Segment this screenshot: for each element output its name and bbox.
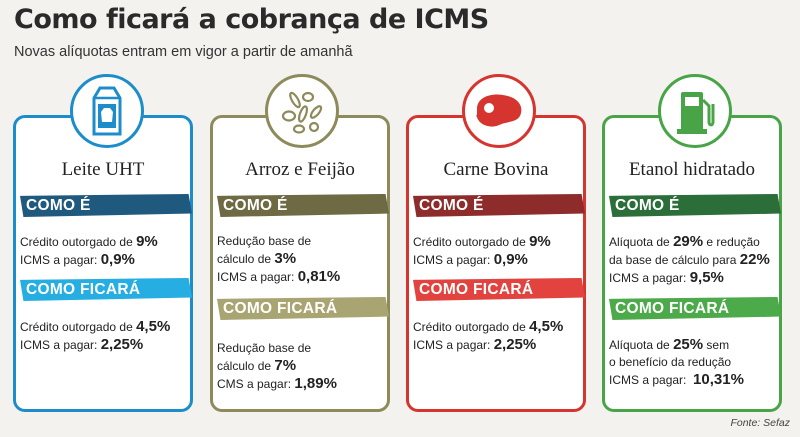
text-line: Redução base de <box>217 234 312 248</box>
steak-icon <box>462 74 536 148</box>
como-e-text: Crédito outorgado de 9% ICMS a pagar: 0,… <box>20 233 188 269</box>
como-ficara-banner: COMO FICARÁ <box>20 278 192 301</box>
como-ficara-text: Alíquota de 25% sem o benefício da reduç… <box>609 336 777 389</box>
text-line: da base de cálculo para 22% <box>609 251 770 268</box>
text-line: ICMS a pagar: 0,81% <box>217 268 341 285</box>
text-line: o benefício da redução <box>609 355 732 369</box>
text-line: ICMS a pagar: 0,9% <box>20 251 135 268</box>
como-ficara-banner: COMO FICARÁ <box>413 278 585 301</box>
como-e-banner: COMO É <box>217 194 389 217</box>
card-carne-bovina: Carne Bovina COMO É Crédito outorgado de… <box>406 115 586 412</box>
text-line: ICMS a pagar: 9,5% <box>609 269 724 286</box>
page-title: Como ficará a cobrança de ICMS <box>14 4 489 35</box>
como-ficara-banner: COMO FICARÁ <box>609 297 781 320</box>
como-e-text: Alíquota de 29% e redução da base de cál… <box>609 233 777 287</box>
card-arroz-feijao: Arroz e Feijão COMO É Redução base de cá… <box>210 115 390 412</box>
como-e-text: Redução base de cálculo de 3% ICMS a pag… <box>217 233 385 286</box>
text-line: ICMS a pagar: 2,25% <box>413 336 537 353</box>
text-line: Crédito outorgado de 4,5% <box>20 318 171 335</box>
text-line: ICMS a pagar: 0,9% <box>413 251 528 268</box>
como-e-banner: COMO É <box>609 194 781 217</box>
text-line: cálculo de 7% <box>217 357 297 374</box>
text-line: Crédito outorgado de 9% <box>413 233 551 250</box>
source-note: Fonte: Sefaz <box>730 417 790 429</box>
card-etanol-hidratado: Etanol hidratado COMO É Alíquota de 29% … <box>602 115 782 412</box>
text-line: ICMS a pagar: 2,25% <box>20 336 144 353</box>
como-ficara-text: Crédito outorgado de 4,5% ICMS a pagar: … <box>20 318 188 354</box>
como-e-text: Crédito outorgado de 9% ICMS a pagar: 0,… <box>413 233 581 269</box>
text-line: ICMS a pagar: 10,31% <box>609 371 744 388</box>
grains-icon <box>265 74 339 148</box>
fuel-pump-icon <box>658 74 732 148</box>
card-title: Etanol hidratado <box>628 159 756 180</box>
card-title: Arroz e Feijão <box>245 159 355 180</box>
como-e-banner: COMO É <box>20 194 192 217</box>
como-ficara-text: Crédito outorgado de 4,5% ICMS a pagar: … <box>413 318 581 354</box>
text-line: Alíquota de 29% e redução <box>609 233 760 250</box>
como-ficara-text: Redução base de cálculo de 7% CMS a paga… <box>217 340 385 393</box>
text-line: Alíquota de 25% sem <box>609 336 730 353</box>
text-line: Redução base de <box>217 341 312 355</box>
text-line: CMS a pagar: 1,89% <box>217 375 337 392</box>
como-ficara-banner: COMO FICARÁ <box>217 297 389 320</box>
card-title: Carne Bovina <box>443 159 549 180</box>
text-line: Crédito outorgado de 9% <box>20 233 158 250</box>
card-title: Leite UHT <box>61 159 145 180</box>
page-subtitle: Novas alíquotas entram em vigor a partir… <box>14 44 353 60</box>
milk-carton-icon <box>70 74 144 148</box>
text-line: cálculo de 3% <box>217 250 297 267</box>
text-line: Crédito outorgado de 4,5% <box>413 318 564 335</box>
card-leite-uht: Leite UHT COMO É Crédito outorgado de 9%… <box>13 115 193 412</box>
como-e-banner: COMO É <box>413 194 585 217</box>
